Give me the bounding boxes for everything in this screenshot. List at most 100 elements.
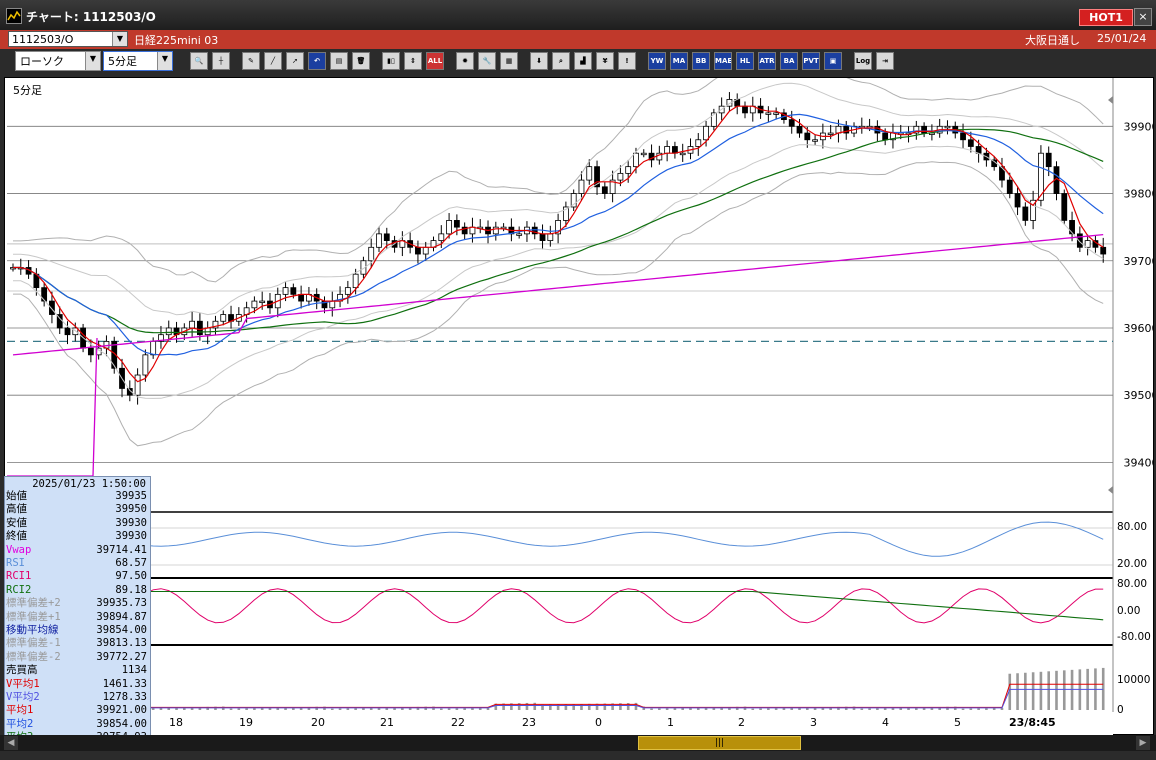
yw-icon[interactable]: YW	[648, 52, 666, 70]
rci-tick-label: 80.00	[1117, 578, 1147, 590]
pvt-icon[interactable]: PVT	[802, 52, 820, 70]
export-icon[interactable]: ⇥	[876, 52, 894, 70]
x-tick-label: 0	[595, 716, 602, 729]
cursor-icon[interactable]: ➚	[286, 52, 304, 70]
doc-icon[interactable]: ▤	[330, 52, 348, 70]
candle-body	[1069, 220, 1075, 235]
candle-icon[interactable]: ▮▯	[382, 52, 400, 70]
x-tick-label: 5	[954, 716, 961, 729]
x-tick-label: 4	[882, 716, 889, 729]
interval-select[interactable]: 5分足 ▼	[103, 51, 173, 71]
x-tick-label: 19	[239, 716, 253, 729]
info-row: 標準偏差-2 39772.27	[5, 651, 150, 664]
info-row: RCI1 97.50	[5, 570, 150, 583]
mae-icon[interactable]: MAE	[714, 52, 732, 70]
volume-bar	[159, 707, 163, 710]
disabled-icon[interactable]: !	[618, 52, 636, 70]
volume-bar	[665, 708, 669, 710]
zoom-icon[interactable]: 🔍	[190, 52, 208, 70]
rsi-tick-label: 80.00	[1117, 521, 1147, 533]
color-icon[interactable]: ▦	[500, 52, 518, 70]
info-row: 標準偏差+1 39894.87	[5, 611, 150, 624]
hl-icon[interactable]: HL	[736, 52, 754, 70]
chevron-down-icon[interactable]: ▼	[112, 32, 127, 46]
bars-icon[interactable]: ▟	[574, 52, 592, 70]
volume-bar	[517, 703, 521, 710]
chart-canvas[interactable]: 39400395003960039700398003990080.0020.00…	[5, 78, 1153, 734]
settings-icon[interactable]: ✹	[456, 52, 474, 70]
volume-bar	[1039, 671, 1043, 710]
rci-tick-label: -80.00	[1117, 631, 1151, 643]
scroll-left-icon[interactable]: ◀	[4, 736, 18, 750]
candle-body	[64, 327, 71, 336]
crosshair-icon[interactable]: ┼	[212, 52, 230, 70]
log-icon[interactable]: Log	[854, 52, 872, 70]
volume-bar	[626, 703, 630, 710]
yen-icon[interactable]: ¥	[596, 52, 614, 70]
scroll-thumb[interactable]: |||	[638, 736, 801, 750]
candle-body	[679, 152, 686, 156]
volume-bar	[595, 703, 599, 710]
split-icon[interactable]: ⇕	[404, 52, 422, 70]
volume-bar	[759, 708, 762, 710]
info-panel: 2025/01/23 1:50:00 始値 39935 高値 39950 安値 39930…	[4, 476, 151, 747]
candle-body	[710, 112, 717, 127]
title-bar[interactable]: チャート: 1112503/O HOT1 ×	[0, 0, 1156, 30]
x-tick-label: 2	[738, 716, 745, 729]
candle-body	[461, 226, 468, 235]
candle-body	[453, 220, 460, 228]
chevron-down-icon[interactable]: ▼	[157, 52, 172, 70]
candle-body	[282, 287, 289, 295]
candle-body	[796, 125, 803, 134]
wrench-icon[interactable]: 🔧	[478, 52, 496, 70]
volume-bar	[268, 707, 272, 710]
buy-icon[interactable]: ⬇	[530, 52, 548, 70]
volume-bar	[611, 703, 614, 710]
scroll-right-icon[interactable]: ▶	[1136, 736, 1150, 750]
volume-bar	[805, 707, 809, 710]
volume-bar	[260, 707, 264, 710]
trash-icon[interactable]: 🗑	[352, 52, 370, 70]
candle-body	[376, 233, 382, 248]
info-row: 移動平均線 39854.00	[5, 624, 150, 637]
info-key: 平均1	[6, 704, 34, 717]
candle-body	[601, 186, 608, 194]
pen-icon[interactable]: ✎	[242, 52, 260, 70]
chart-type-select[interactable]: ローソク ▼	[15, 51, 101, 71]
frame-icon[interactable]: ▣	[824, 52, 842, 70]
bb-icon[interactable]: BB	[692, 52, 710, 70]
volume-bar	[237, 708, 241, 710]
undo-icon[interactable]: ↶	[308, 52, 326, 70]
close-icon[interactable]: ×	[1134, 8, 1152, 26]
info-key: Vwap	[6, 543, 32, 556]
chart-area[interactable]: 39400395003960039700398003990080.0020.00…	[4, 77, 1154, 735]
candle-body	[960, 132, 966, 141]
volume-bar	[525, 702, 529, 710]
volume-bar	[229, 708, 233, 710]
ma-icon[interactable]: MA	[670, 52, 688, 70]
rsi-tick-label: 20.00	[1117, 558, 1147, 570]
symbol-bar: 1112503/O ▼ 日経225mini 03 大阪日通し 25/01/24	[0, 30, 1156, 49]
ba-icon[interactable]: BA	[780, 52, 798, 70]
horizontal-scrollbar[interactable]: ◀ ||| ▶	[0, 735, 1156, 751]
candle-body	[944, 125, 951, 129]
symbol-code-select[interactable]: 1112503/O ▼	[8, 31, 128, 47]
info-row: 売買高 1134	[5, 664, 150, 677]
volume-bar	[253, 708, 256, 710]
volume-bar	[798, 707, 801, 710]
hot1-badge[interactable]: HOT1	[1079, 9, 1133, 26]
volume-bar	[510, 703, 513, 710]
volume-bar	[1055, 670, 1058, 710]
chevron-down-icon[interactable]: ▼	[85, 52, 100, 70]
all-icon[interactable]: ALL	[426, 52, 444, 70]
symbol-date: 25/01/24	[1097, 32, 1147, 45]
search-chart-icon[interactable]: ⌕	[552, 52, 570, 70]
candle-body	[703, 125, 709, 141]
x-tick-label: 18	[169, 716, 183, 729]
info-value: 39813.13	[96, 637, 147, 650]
line-draw-icon[interactable]: ╱	[264, 52, 282, 70]
candle-body	[1084, 240, 1091, 248]
candle-body	[111, 341, 118, 369]
atr-icon[interactable]: ATR	[758, 52, 776, 70]
volume-bar	[362, 708, 365, 710]
